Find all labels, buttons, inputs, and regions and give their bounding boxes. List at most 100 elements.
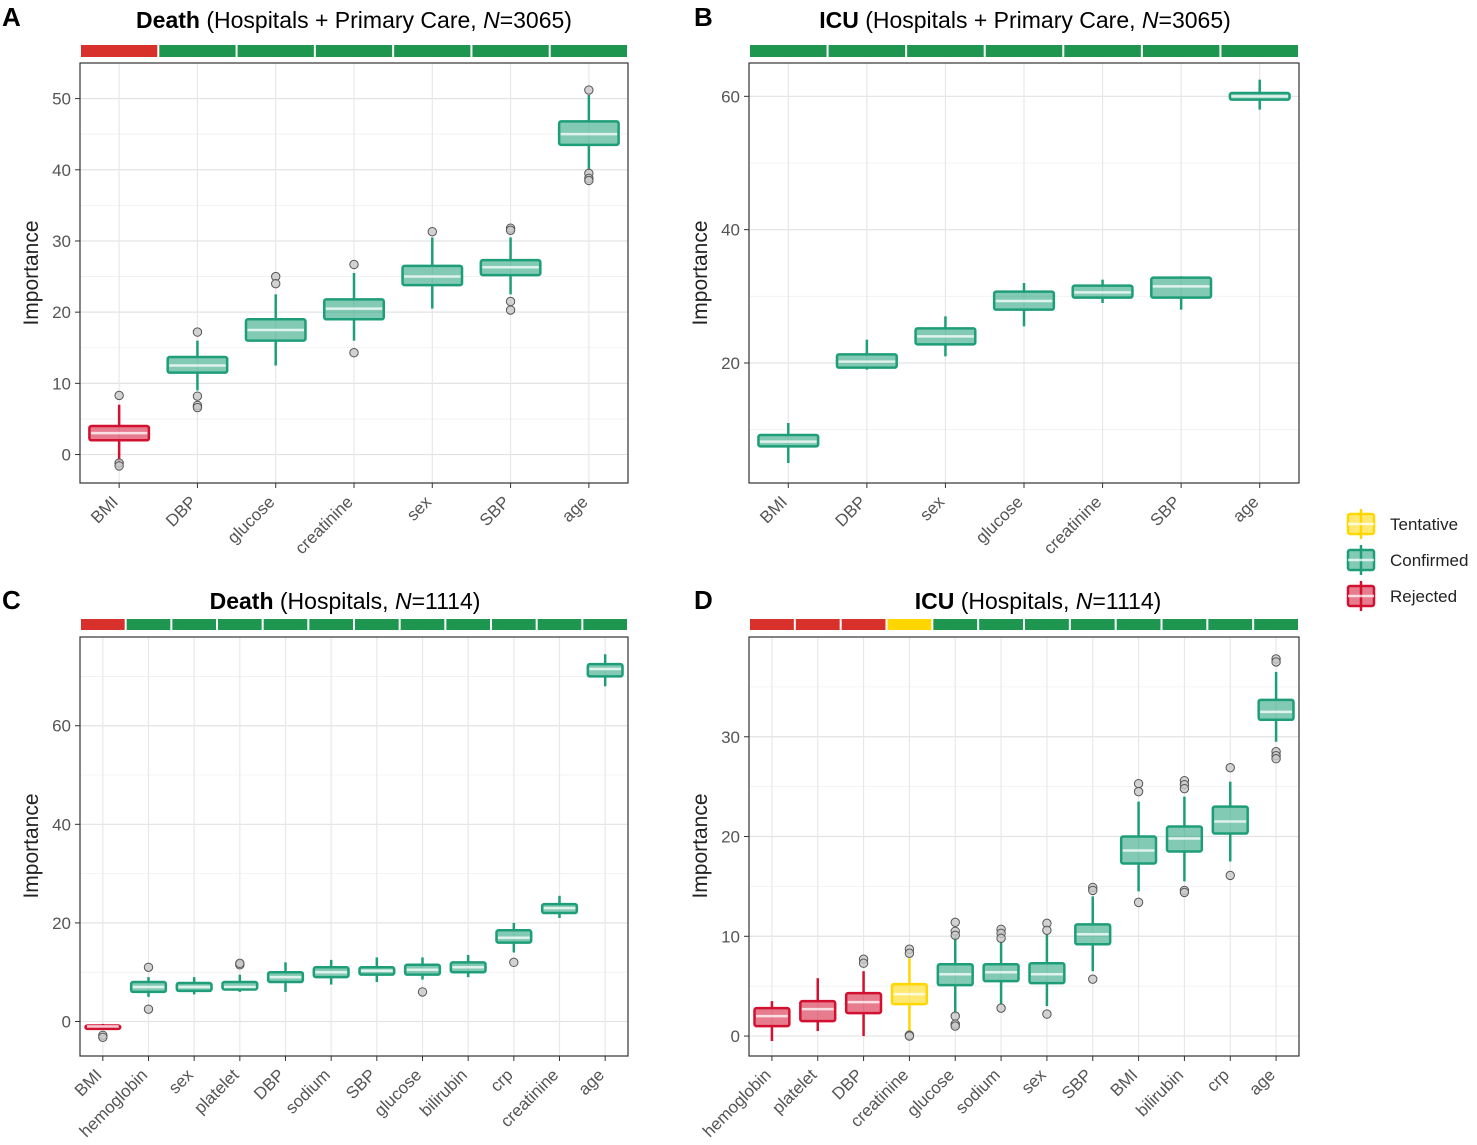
panel-b: B ICU (Hospitals + Primary Care, N=3065)… [689,2,1300,558]
panel-c-y-tick-label: 60 [52,717,71,736]
legend-key-confirmed [1346,545,1376,575]
panel-letter-b: B [694,2,713,32]
panel-d-strip-sex [1025,619,1069,630]
panel-a-strip-sex [394,45,471,57]
panel-c-strip-SBP [355,619,399,630]
panel-c-box-crp [495,922,533,968]
panel-c-title-bold: Death [210,588,274,614]
panel-b-x-tick-label-SBP: SBP [1146,492,1183,529]
panel-c-x-tick-label-sex: sex [165,1065,197,1097]
panel-b-x-tick-label-sex: sex [916,492,948,524]
panel-a-box-DBP [166,327,229,413]
panel-b-box-creatinine [1071,279,1134,303]
panel-d-y-tick-label: 0 [731,1027,740,1046]
panel-d-plot-border [748,636,1300,1057]
panel-d-y-tick-label: 20 [721,828,740,847]
panel-c-plot-background [80,637,628,1056]
panel-c-x-tick-label-BMI: BMI [71,1065,106,1100]
panel-d-y-tick-label: 30 [721,728,740,747]
panel-d-outlier-BMI [1133,778,1144,789]
panel-c-strip-age [583,619,627,630]
panel-c-box-sex [175,977,213,995]
panel-c-x-tick-label-DBP: DBP [250,1065,288,1103]
panel-c-box-DBP [266,962,305,992]
panel-d-outlier-creatinine [904,1031,915,1041]
panel-a-x-tick-label-glucose: glucose [224,492,279,547]
panel-d-y-axis-title: Importance [689,793,712,898]
panel-d-outlier-sodium [996,1003,1006,1013]
panel-d-outlier-creatinine [904,948,915,958]
panel-b-status-strip [750,45,1298,57]
panel-b-x-tick-label-age: age [1229,492,1262,525]
panel-d-title-bold: ICU [915,588,955,614]
panel-d-outlier-sex [1042,925,1052,935]
panel-a-y-tick-label: 30 [52,232,71,251]
panel-b-y-tick-label: 20 [721,354,740,373]
panel-a-strip-creatinine [315,45,393,57]
panel-c-strip-glucose [400,619,445,630]
panel-a-box-sex [401,227,464,309]
panel-c-strip-bilirubin [446,619,490,630]
panel-a-outlier-DBP [192,327,203,337]
panel-a-box-age [557,85,620,186]
panel-a-plot-area: 0 10 20 30 40 50 BMI DBP glucose creatinine sex SBP… [52,62,629,558]
panel-c-strip-sodium [309,619,353,630]
panel-a-x-tick-label-BMI: BMI [87,492,122,527]
panel-d-strip-BMI [1116,619,1161,630]
panel-d-box-platelet [799,978,837,1032]
panel-c-x-tick-label-glucose: glucose [370,1065,425,1120]
legend: Tentative Confirmed Rejected [1346,509,1468,611]
panel-a-x-tick-label-sex: sex [403,492,435,524]
panel-a-outlier-SBP [505,225,516,235]
panel-a-x-tick-label-creatinine: creatinine [291,492,357,558]
panel-c-strip-crp [492,619,536,630]
panel-d-box-SBP [1074,882,1112,984]
panel-c-outlier-glucose [417,987,428,997]
panel-d-box-glucose [936,917,974,1031]
panel-c-box-platelet [221,958,259,992]
panel-c-outlier-hemoglobin [143,1004,154,1014]
panel-c-box-hemoglobin [129,962,168,1014]
panel-d-strip-crp [1208,619,1253,630]
panel-c-status-strip [81,619,627,630]
panel-d-x-tick-label-crp: crp [1203,1065,1233,1095]
panel-d-iqr-box-platelet [799,999,837,1023]
panel-d-outlier-BMI [1133,786,1144,797]
panel-d-strip-hemoglobin [750,619,794,630]
legend-key-tentative [1346,509,1376,539]
panel-a-title-n: N [483,7,500,33]
panel-d-outlier-DBP [858,958,869,968]
panel-a-outlier-sex [427,227,437,237]
legend-label-rejected: Rejected [1390,587,1457,606]
panel-d-x-tick-label-sodium: sodium [952,1065,1004,1117]
panel-d-x-tick-label-BMI: BMI [1107,1065,1142,1100]
panel-b-plot-area: 20 40 60 BMI DBP sex glucose creatinine SBP age [721,62,1300,558]
panel-a-y-tick-label: 10 [52,374,71,393]
panel-c-outlier-hemoglobin [143,962,154,972]
panel-d-outlier-crp [1225,870,1235,881]
panel-c-y-tick-label: 0 [62,1012,71,1031]
panel-c-y-axis-title: Importance [20,793,43,898]
panel-c-title-n: N [395,588,412,614]
panel-b-title-n: N [1142,7,1159,33]
panel-b-box-age [1228,79,1291,110]
panel-c-title-post: =1114) [412,588,481,614]
panel-b-x-tick-label-glucose: glucose [972,492,1027,547]
panel-d-outlier-sodium [996,933,1006,943]
panel-d: D ICU (Hospitals, N=1114) 0 10 20 30 hemoglo… [689,585,1300,1141]
panel-d-outlier-glucose [950,1021,960,1031]
panel-d-strip-glucose [933,619,978,630]
panel-b-plot-border [748,62,1300,484]
panel-c-plot-border [79,636,629,1057]
panel-b-x-tick-label-creatinine: creatinine [1040,492,1106,558]
panel-a-outlier-SBP [505,305,516,315]
panel-a-outlier-creatinine [349,259,359,270]
legend-label-tentative: Tentative [1390,515,1458,534]
panel-c-title: Death (Hospitals, N=1114) [210,588,481,614]
panel-b-strip-SBP [1142,45,1220,57]
panel-c-outlier-BMI [98,1032,108,1042]
panel-a-plot-border [79,62,629,484]
panel-d-strip-DBP [841,619,886,630]
panel-d-outlier-SBP [1088,885,1098,896]
panel-a-x-tick-label-age: age [558,492,591,525]
